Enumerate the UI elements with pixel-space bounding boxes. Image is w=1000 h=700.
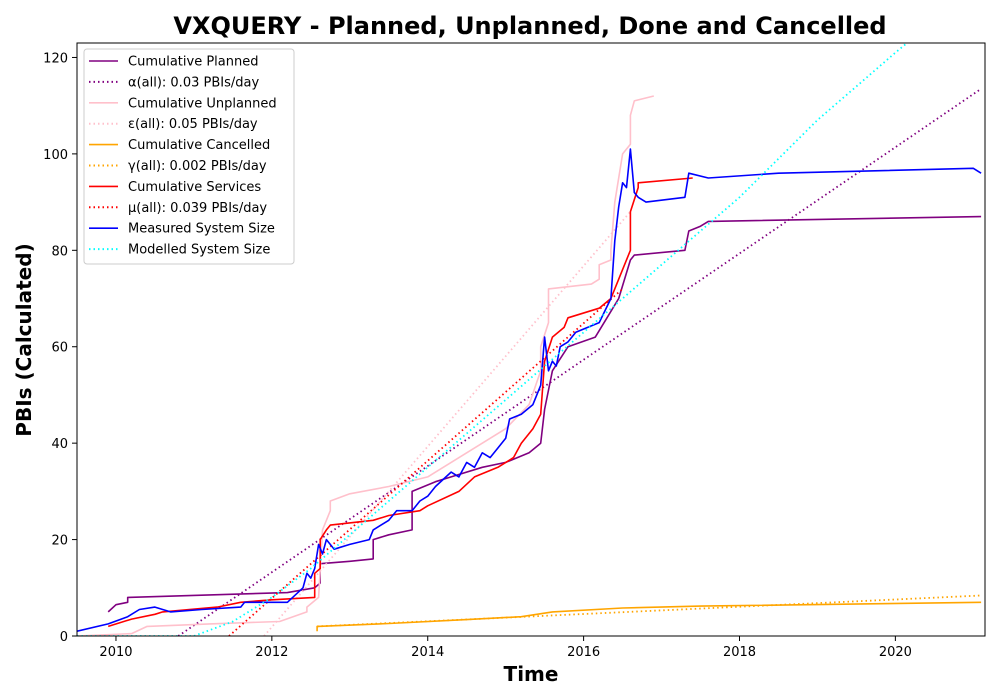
- legend-label: α(all): 0.03 PBIs/day: [128, 75, 259, 90]
- legend-label: γ(all): 0.002 PBIs/day: [128, 159, 267, 174]
- chart-title: VXQUERY - Planned, Unplanned, Done and C…: [173, 12, 886, 40]
- x-tick-label: 2010: [99, 645, 132, 660]
- y-axis: 0 20 40 60 80 100 120: [43, 51, 77, 645]
- series-line-all-0-002-pbis-day: [317, 594, 982, 628]
- y-tick-label: 40: [51, 437, 68, 452]
- y-axis-label: PBIs (Calculated): [12, 243, 36, 436]
- legend-box: [83, 48, 295, 265]
- series-line-cumulative-planned: [107, 215, 982, 613]
- x-tick-label: 2014: [411, 645, 444, 660]
- series-line-cumulative-cancelled: [316, 601, 982, 632]
- x-tick-label: 2016: [567, 645, 600, 660]
- series-line-measured-system-size: [77, 148, 982, 632]
- y-tick-label: 80: [51, 244, 68, 259]
- y-tick-label: 120: [43, 51, 68, 66]
- legend-label: Modelled System Size: [128, 243, 270, 258]
- legend-label: Measured System Size: [128, 222, 275, 237]
- x-tick-label: 2020: [879, 645, 912, 660]
- series-layer: [77, 43, 982, 636]
- legend-label: ε(all): 0.05 PBIs/day: [128, 117, 258, 132]
- x-tick-label: 2018: [723, 645, 756, 660]
- series-line-all-0-039-pbis-day: [228, 288, 624, 636]
- legend-label: μ(all): 0.039 PBIs/day: [128, 201, 267, 216]
- legend: Cumulative Planned α(all): 0.03 PBIs/day C…: [83, 48, 295, 265]
- series-line-all-0-05-pbis-day: [263, 211, 632, 636]
- legend-label: Cumulative Cancelled: [128, 138, 270, 153]
- y-tick-label: 60: [51, 341, 68, 356]
- x-axis-label: Time: [504, 662, 559, 686]
- plot-frame: [76, 42, 986, 637]
- y-tick-label: 100: [43, 148, 68, 163]
- y-tick-label: 20: [51, 534, 68, 549]
- legend-label: Cumulative Planned: [128, 55, 258, 70]
- y-tick-label: 0: [60, 630, 68, 645]
- x-axis: 2010 2012 2014 2016 2018 2020: [99, 636, 912, 660]
- legend-label: Cumulative Unplanned: [128, 96, 277, 111]
- legend-label: Cumulative Services: [128, 180, 261, 195]
- x-tick-label: 2012: [255, 645, 288, 660]
